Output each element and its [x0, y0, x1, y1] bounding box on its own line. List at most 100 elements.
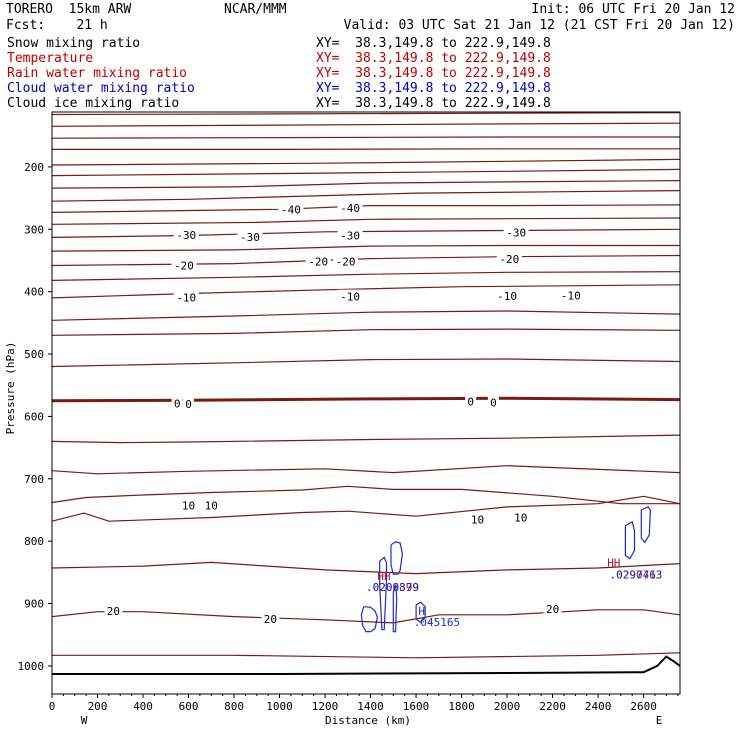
isotherm-label: -20 — [308, 256, 328, 269]
extremum-marker: HH — [607, 557, 620, 570]
isotherm-label: -20 — [174, 259, 194, 272]
isotherm-line-21 — [51, 485, 680, 505]
isotherm-label: 10 — [514, 511, 527, 524]
isotherm-line-24 — [51, 609, 681, 624]
legend-name-cloud-ice: Cloud ice mixing ratio — [7, 96, 180, 111]
forecast-hour: Fcst: 21 h — [6, 18, 108, 33]
valid-time: Valid: 03 UTC Sat 21 Jan 12 (21 CST Fri … — [343, 18, 735, 33]
x-tick-label: 0 — [49, 700, 56, 713]
org-title: NCAR/MMM — [224, 2, 287, 17]
isotherm-label-bg — [173, 290, 199, 304]
isotherm-label: 0 — [174, 397, 181, 410]
isotherm-labels: -40 -40 -30 -30 -30 -30 -20 -20 -20 -20 -10 -10 -10 -… — [104, 201, 584, 626]
legend-name-temperature: Temperature — [7, 51, 94, 66]
isotherm-line-2 — [51, 136, 680, 139]
x-axis-label: Distance (km) — [325, 714, 411, 727]
isotherm-line-8 — [51, 204, 681, 213]
isotherm-label: 0 — [467, 395, 474, 408]
x-tick-label: 2400 — [585, 700, 612, 713]
isotherm-line-1 — [51, 122, 681, 127]
x-tick-label: 1600 — [403, 700, 430, 713]
isotherm-label-bg — [337, 201, 363, 215]
cloud-water-contours — [360, 506, 652, 633]
isotherm-label-bg — [558, 288, 584, 302]
isotherm-label-bg — [511, 510, 530, 524]
x-tick-label: 800 — [224, 700, 244, 713]
isotherm-line-15 — [51, 310, 681, 321]
isotherm-line-0 — [51, 112, 681, 116]
legend-xy-cloud-water: XY= 38.3,149.8 to 222.9,149.8 — [316, 81, 551, 96]
isotherm-line-5 — [51, 168, 681, 177]
x-tick-label: 1000 — [266, 700, 293, 713]
isotherm-label: -40 — [281, 203, 301, 216]
extremum-marker: H — [418, 605, 425, 618]
isotherm-label: 0 — [185, 398, 192, 411]
isotherm-line-20 — [51, 465, 681, 475]
isotherm-label-bg — [487, 395, 499, 409]
isotherm-line-14 — [51, 284, 681, 299]
extremum-marker: .0208379 — [366, 581, 419, 594]
isotherm-line-13 — [51, 271, 681, 281]
isotherm-label-bg — [173, 227, 199, 241]
isotherm-label-bg — [468, 512, 487, 526]
isotherm-label-bg — [465, 394, 477, 408]
isotherm-line-16 — [51, 328, 681, 336]
isotherm-label-bg — [278, 202, 304, 216]
isotherm-label: 20 — [107, 605, 120, 618]
isotherm-label: -10 — [497, 290, 517, 303]
isotherm-line-6 — [51, 180, 681, 189]
legend-name-rain: Rain water mixing ratio — [7, 66, 188, 81]
extremum-marker: .045165 — [414, 616, 460, 629]
isotherm-label: 0 — [490, 397, 497, 410]
y-tick-label: 200 — [24, 161, 44, 174]
x-tick-label: 600 — [179, 700, 199, 713]
y-tick-label: 400 — [24, 286, 44, 299]
isotherm-line-12 — [51, 254, 681, 267]
x-tick-label: 1400 — [357, 700, 384, 713]
isotherm-label-bg — [337, 228, 363, 242]
isotherm-label-bg — [171, 258, 197, 272]
isotherm-label-bg — [261, 612, 280, 626]
y-tick-label: 600 — [24, 410, 44, 423]
isotherm-label: -30 — [340, 230, 360, 243]
cloud-water-contour-4 — [415, 601, 426, 624]
x-tick-label: 200 — [88, 700, 108, 713]
x-tick-label: 2600 — [630, 700, 657, 713]
y-tick-label: 700 — [24, 473, 44, 486]
cloud-water-contour-0 — [390, 541, 404, 575]
y-axis-label: Pressure (hPa) — [4, 342, 17, 435]
legend-xy-snow: XY= 38.3,149.8 to 222.9,149.8 — [316, 36, 551, 51]
cloud-water-contour-5 — [624, 520, 636, 560]
isotherm-label-bg — [503, 225, 529, 239]
isotherm-label-bg — [494, 289, 520, 303]
legend-name-snow: Snow mixing ratio — [7, 36, 141, 51]
extremum-markers: HH.0200899.0208379H.045165HH.0290713.029… — [366, 557, 662, 629]
isotherm-label-bg — [202, 498, 221, 512]
isotherm-line-7 — [51, 190, 681, 202]
legend-xy-cloud-ice: XY= 38.3,149.8 to 222.9,149.8 — [316, 96, 551, 111]
isotherm-label: 10 — [471, 513, 484, 526]
x-tick-label: 1800 — [448, 700, 475, 713]
isotherm-line-23 — [51, 561, 681, 575]
x-axis-ticks: 0 200 400 600 800 1000 1200 1400 1600 1800 2000 220… — [49, 694, 679, 713]
isotherm-line-19 — [51, 434, 681, 444]
isotherm-label-bg — [171, 396, 183, 410]
isotherm-label-bg — [305, 254, 331, 268]
isotherm-label-bg — [496, 252, 522, 266]
model-title: TORERO 15km ARW — [6, 2, 132, 17]
legend-xy-temperature: XY= 38.3,149.8 to 222.9,149.8 — [316, 51, 551, 66]
isotherm-line-10 — [51, 228, 681, 238]
isotherm-line-9 — [51, 217, 681, 225]
isotherm-label-bg — [337, 289, 363, 303]
isotherm-label: 10 — [205, 500, 218, 513]
isotherm-label: 20 — [264, 613, 277, 626]
extremum-marker: HH — [377, 570, 390, 583]
isotherm-line-25 — [52, 652, 681, 659]
extremum-marker: .0297463 — [609, 569, 662, 582]
x-tick-label: 2200 — [539, 700, 566, 713]
isotherm-label: -10 — [176, 291, 196, 304]
isotherm-line-17 — [51, 358, 681, 368]
isotherm-label: -20 — [499, 253, 519, 266]
extremum-marker: .0200899 — [366, 581, 419, 594]
